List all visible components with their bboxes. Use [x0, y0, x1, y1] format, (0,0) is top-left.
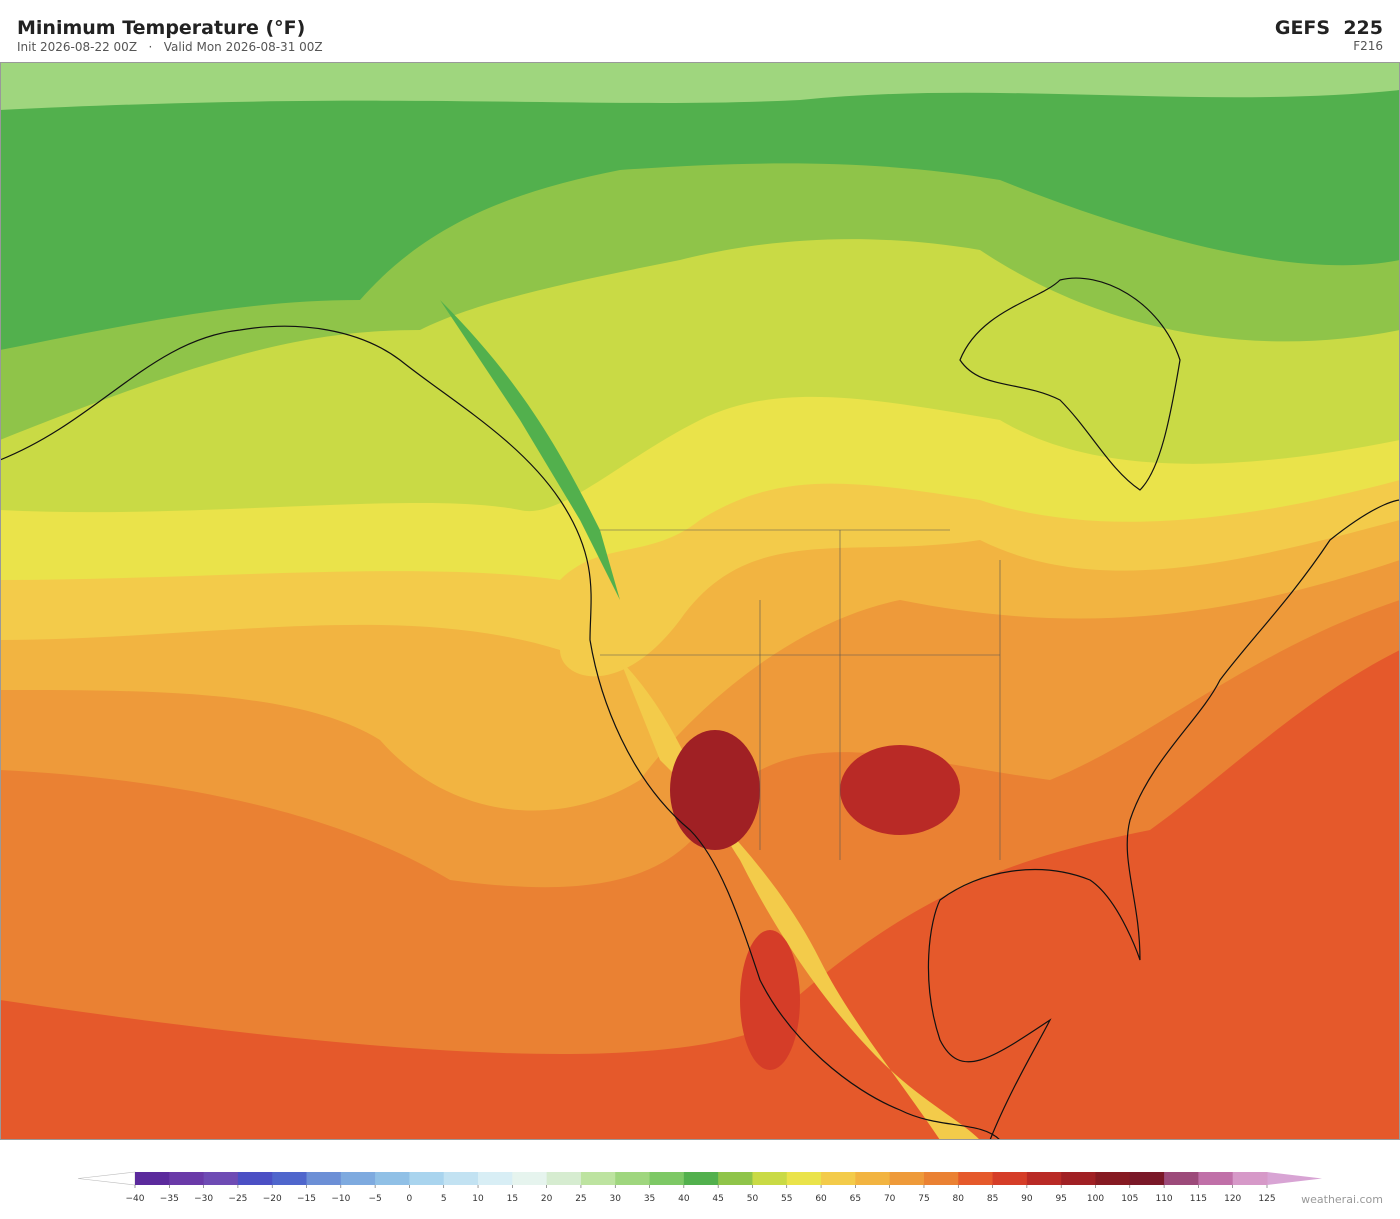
colorbar-bin: [409, 1172, 445, 1185]
model: GEFS 225: [1275, 17, 1383, 39]
map: [0, 62, 1400, 1140]
colorbar-bin: [1164, 1172, 1199, 1185]
colorbar-bin: [752, 1172, 788, 1185]
colorbar-tick-label: 15: [507, 1194, 518, 1204]
colorbar-tick-label: −15: [297, 1194, 316, 1204]
colorbar-bin: [889, 1172, 925, 1185]
colorbar-bin: [923, 1172, 959, 1185]
colorbar-tick-label: 85: [987, 1194, 998, 1204]
field: [740, 930, 800, 1070]
colorbar-tick-label: 70: [884, 1194, 896, 1204]
colorbar-bin: [1061, 1172, 1096, 1185]
colorbar-bin: [203, 1172, 239, 1185]
colorbar-bin: [478, 1172, 513, 1185]
colorbar-tick-label: 45: [712, 1194, 723, 1204]
colorbar-tick-label: 95: [1055, 1194, 1066, 1204]
colorbar-bin: [580, 1172, 616, 1185]
colorbar-tick-label: −25: [228, 1194, 247, 1204]
forecast-hour: F216: [1353, 39, 1383, 53]
credit: weatherai.com: [1301, 1193, 1383, 1206]
colorbar-tick-label: −20: [263, 1194, 282, 1204]
colorbar-tick-label: −35: [160, 1194, 179, 1204]
colorbar-extend-high: [1267, 1172, 1322, 1185]
colorbar-bin: [958, 1172, 994, 1185]
colorbar-tick-label: 120: [1224, 1194, 1241, 1204]
colorbar-tick-label: 65: [850, 1194, 861, 1204]
colorbar-bin: [272, 1172, 308, 1185]
colorbar-tick-label: 125: [1258, 1194, 1275, 1204]
colorbar-tick-label: 25: [575, 1194, 586, 1204]
colorbar-tick-label: 90: [1021, 1194, 1033, 1204]
colorbar-bin: [615, 1172, 651, 1185]
colorbar-bin: [683, 1172, 719, 1185]
colorbar-tick-label: 0: [407, 1194, 413, 1204]
colorbar-bin: [1026, 1172, 1062, 1185]
colorbar-tick-label: 80: [953, 1194, 965, 1204]
colorbar-bin: [718, 1172, 753, 1185]
colorbar-bin: [786, 1172, 822, 1185]
colorbar-tick-label: 55: [781, 1194, 792, 1204]
field: [0, 62, 1400, 350]
colorbar-tick-label: 100: [1087, 1194, 1104, 1204]
colorbar-bin: [306, 1172, 342, 1185]
colorbar-tick-label: −40: [126, 1194, 145, 1204]
colorbar-bin: [1198, 1172, 1234, 1185]
colorbar-bin: [135, 1172, 170, 1185]
colorbar-tick-label: −30: [194, 1194, 213, 1204]
field: [840, 745, 960, 835]
colorbar-tick-label: 35: [644, 1194, 655, 1204]
colorbar-tick-label: 110: [1155, 1194, 1172, 1204]
colorbar-tick-label: 60: [815, 1194, 827, 1204]
colorbar-bin: [992, 1172, 1028, 1185]
colorbar-bin: [340, 1172, 376, 1185]
field: [670, 730, 760, 850]
colorbar-bin: [1232, 1172, 1268, 1185]
colorbar-tick-label: 5: [441, 1194, 447, 1204]
coastline: [959, 277, 1181, 491]
colorbar-bin: [512, 1172, 548, 1185]
colorbar-tick-label: 75: [918, 1194, 929, 1204]
colorbar-bin: [1095, 1172, 1131, 1185]
colorbar-bin: [821, 1172, 856, 1185]
colorbar-bin: [169, 1172, 205, 1185]
subtitle: Init 2026-08-22 00Z · Valid Mon 2026-08-…: [17, 40, 323, 54]
colorbar-tick-label: 50: [747, 1194, 759, 1204]
colorbar-bin: [1129, 1172, 1165, 1185]
field: [620, 660, 980, 1140]
colorbar: −40 −35 −30 −25 −20 −15 −10 −5 0 5 10 15 20 25 30 35 40 4…: [77, 1171, 1322, 1204]
colorbar-tick-label: 105: [1121, 1194, 1138, 1204]
title: Minimum Temperature (°F): [17, 17, 305, 39]
coastline: [0, 325, 1400, 1140]
field: [0, 62, 1400, 110]
border: [600, 529, 1001, 860]
colorbar-bin: [443, 1172, 479, 1185]
colorbar-tick-label: 30: [610, 1194, 622, 1204]
colorbar-tick-label: 10: [472, 1194, 484, 1204]
colorbar-tick-label: 40: [678, 1194, 690, 1204]
colorbar-bin: [375, 1172, 410, 1185]
colorbar-tick-label: 115: [1190, 1194, 1207, 1204]
colorbar-tick-label: −10: [331, 1194, 350, 1204]
colorbar-bin: [237, 1172, 273, 1185]
colorbar-tick-label: −5: [368, 1194, 381, 1204]
colorbar-extend-low: [77, 1171, 136, 1186]
colorbar-bin: [649, 1172, 685, 1185]
colorbar-bin: [855, 1172, 891, 1185]
colorbar-tick-label: 20: [541, 1194, 553, 1204]
colorbar-bin: [546, 1172, 582, 1185]
